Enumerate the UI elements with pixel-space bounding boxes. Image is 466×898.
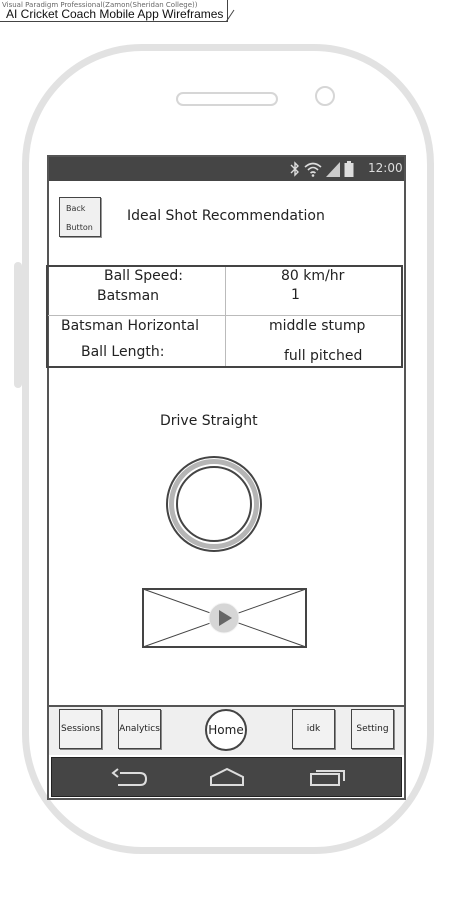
ball-length-label: Ball Length:: [81, 344, 165, 360]
home-icon[interactable]: [207, 765, 247, 789]
batsman-value: 1: [291, 287, 300, 303]
batsman-horizontal-value: middle stump: [269, 318, 366, 334]
shot-info-table: [46, 265, 403, 368]
back-button-label-line2[interactable]: Button: [66, 223, 93, 232]
phone-camera: [315, 86, 335, 106]
batsman-horizontal-label: Batsman Horizontal: [61, 318, 199, 334]
back-arrow-icon[interactable]: [110, 765, 150, 789]
back-button[interactable]: [59, 197, 101, 237]
play-icon[interactable]: [208, 602, 240, 634]
phone-side-button: [14, 262, 22, 388]
android-system-bar: [51, 757, 402, 797]
status-time: 12:00: [368, 161, 403, 175]
table-column-divider: [225, 267, 226, 366]
frame-title: AI Cricket Coach Mobile App Wireframes: [6, 7, 224, 21]
diagram-frame-tab: [0, 0, 228, 22]
wifi-icon: [304, 162, 322, 177]
ball-speed-label: Ball Speed:: [104, 268, 184, 284]
frame-tab-corner: [226, 9, 235, 22]
recommended-shot-label: Drive Straight: [160, 413, 258, 429]
status-icons: [290, 160, 354, 178]
nav-analytics-button[interactable]: Analytics: [118, 709, 161, 749]
phone-speaker: [176, 92, 278, 106]
recent-apps-icon[interactable]: [308, 765, 348, 789]
batsman-label: Batsman: [97, 288, 160, 304]
back-button-label-line1[interactable]: Back: [66, 204, 86, 213]
nav-setting-button[interactable]: Setting: [351, 709, 394, 749]
page-title: Ideal Shot Recommendation: [127, 208, 325, 224]
signal-icon: [326, 162, 340, 177]
nav-idk-button[interactable]: idk: [292, 709, 335, 749]
ball-speed-value: 80 km/hr: [281, 268, 345, 284]
ball-length-value: full pitched: [284, 348, 363, 364]
nav-sessions-button[interactable]: Sessions: [59, 709, 102, 749]
progress-ring: [166, 456, 262, 552]
battery-icon: [344, 161, 354, 177]
bluetooth-icon: [290, 161, 299, 177]
frame-subtitle: Visual Paradigm Professional(Zamon(Sheri…: [2, 1, 198, 9]
table-row-divider: [48, 315, 401, 316]
nav-home-button[interactable]: Home: [205, 709, 247, 751]
video-player[interactable]: [142, 588, 307, 648]
